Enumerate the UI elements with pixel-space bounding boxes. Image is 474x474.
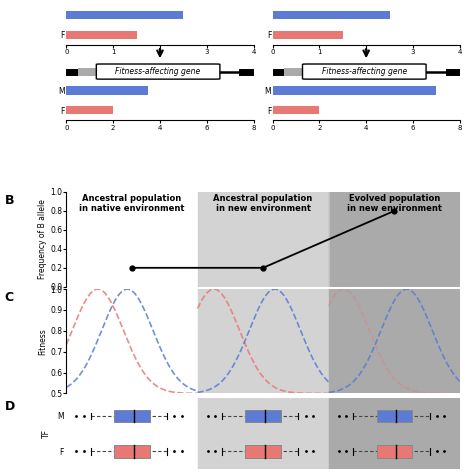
Bar — [273, 106, 319, 115]
Bar — [376, 410, 412, 422]
Bar — [328, 398, 460, 469]
Bar — [66, 192, 198, 287]
Y-axis label: TF: TF — [42, 429, 51, 438]
Text: Ancestral population
in native environment: Ancestral population in native environme… — [79, 194, 185, 213]
Bar — [114, 410, 150, 422]
Text: Evolved population
in new environment: Evolved population in new environment — [346, 194, 442, 213]
Bar — [66, 86, 148, 95]
Text: D: D — [5, 400, 15, 413]
FancyBboxPatch shape — [96, 64, 220, 79]
Text: B: B — [5, 194, 14, 207]
Bar — [78, 68, 96, 75]
Bar — [66, 10, 183, 19]
Bar — [273, 10, 390, 19]
Bar — [284, 68, 302, 75]
Bar — [66, 30, 137, 39]
Y-axis label: Frequency of B allele: Frequency of B allele — [38, 200, 47, 279]
Text: Fitness-affecting gene: Fitness-affecting gene — [116, 67, 201, 76]
Bar — [273, 30, 343, 39]
Text: Ancestral population
in new environment: Ancestral population in new environment — [213, 194, 313, 213]
Bar — [273, 86, 437, 95]
Bar — [246, 445, 281, 458]
Bar — [114, 445, 150, 458]
Bar — [66, 398, 198, 469]
Text: Fitness-affecting gene: Fitness-affecting gene — [322, 67, 407, 76]
Bar — [198, 289, 328, 393]
FancyBboxPatch shape — [302, 64, 426, 79]
Bar — [376, 445, 412, 458]
Bar — [66, 289, 198, 393]
Bar — [66, 106, 113, 115]
Bar — [246, 410, 281, 422]
Bar — [328, 192, 460, 287]
Bar — [198, 192, 328, 287]
Bar — [328, 289, 460, 393]
Y-axis label: Fitness: Fitness — [38, 328, 47, 355]
Text: C: C — [5, 291, 14, 304]
Bar — [198, 398, 328, 469]
